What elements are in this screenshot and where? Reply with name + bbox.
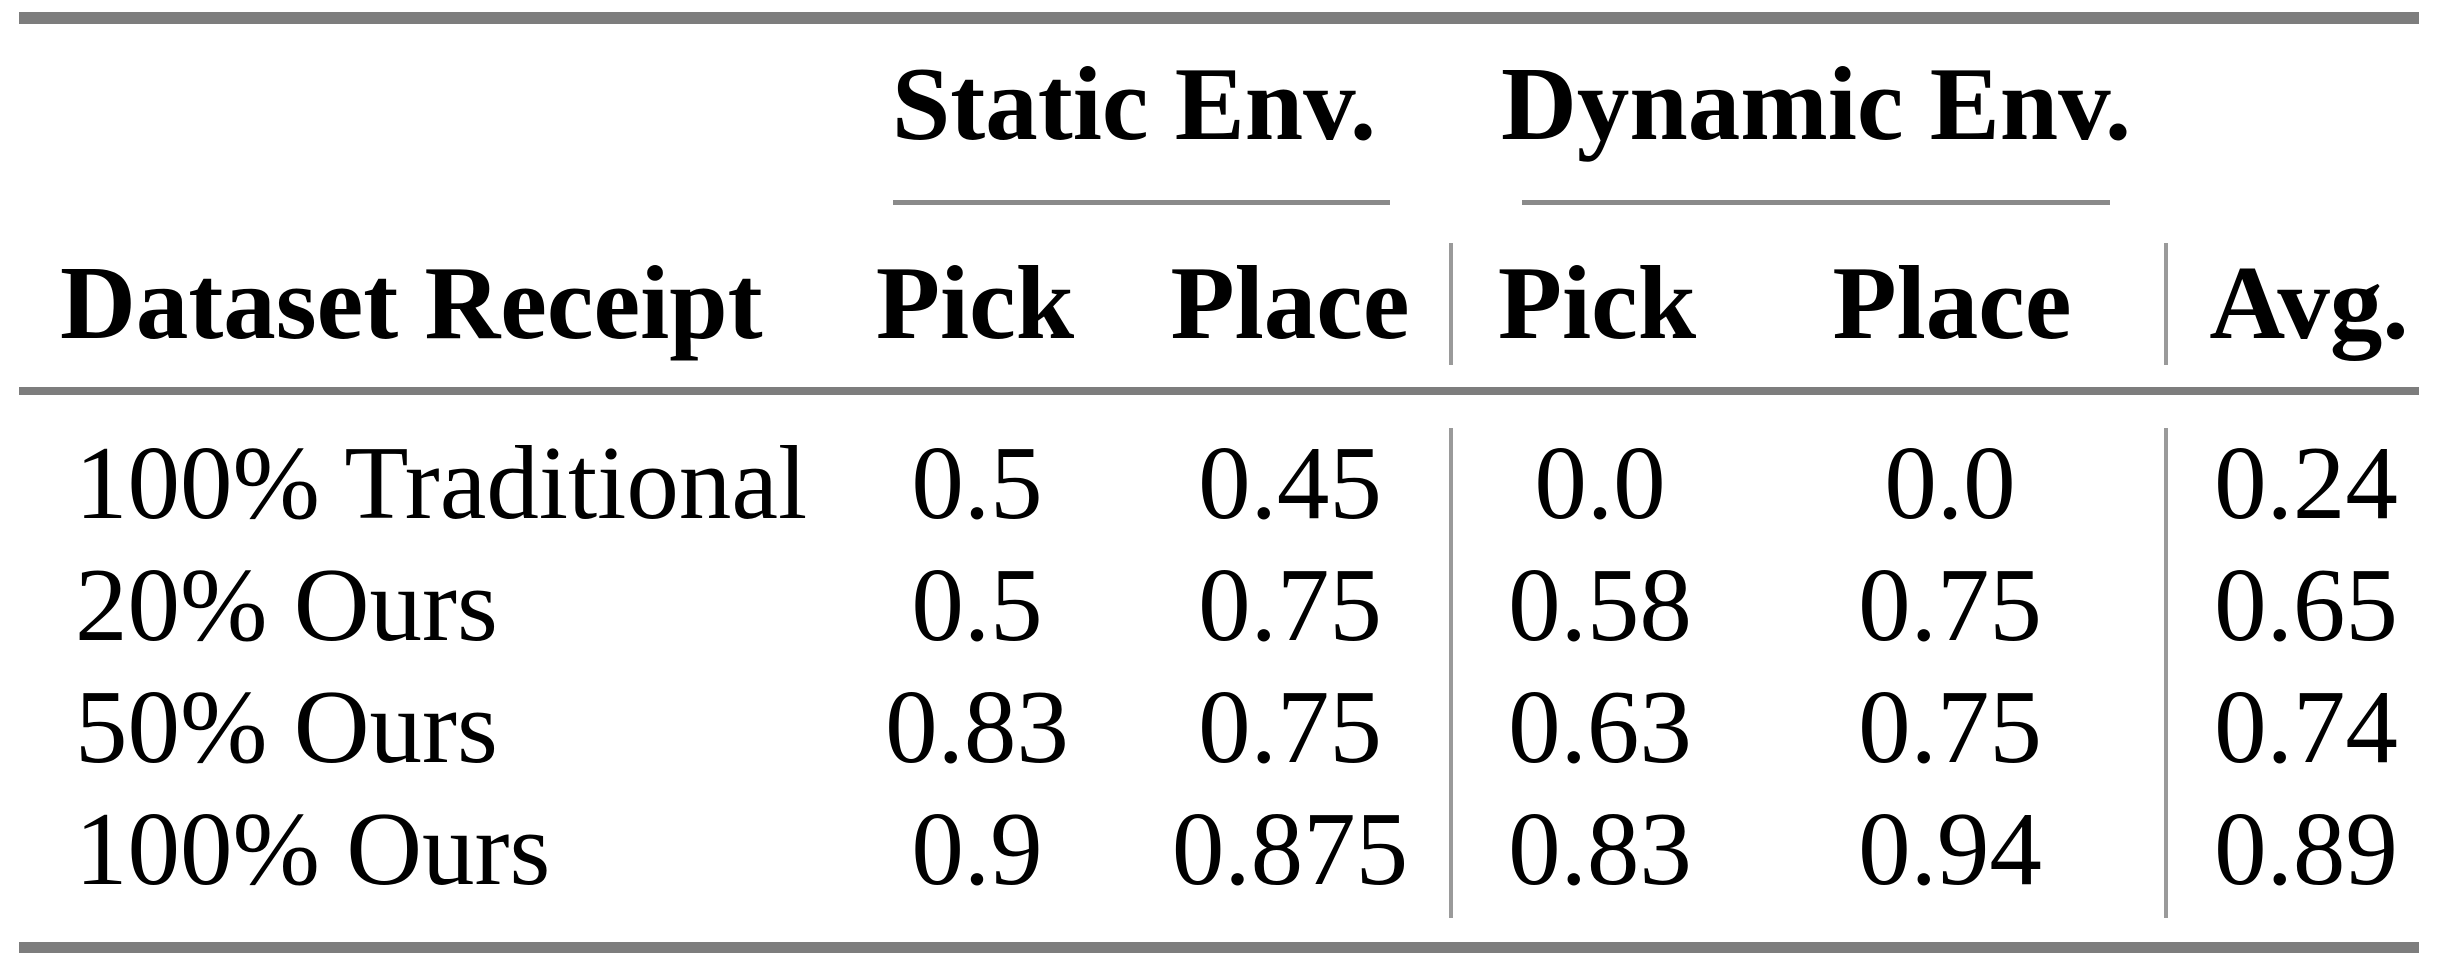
body-separator-avg: [2164, 428, 2168, 918]
header-bottom-rule: [19, 387, 2419, 395]
column-header-static-pick: Pick: [875, 244, 1075, 361]
cell-dynamic-pick: 0.63: [1508, 668, 1692, 785]
row-label: 20% Ours: [75, 546, 498, 663]
row-label: 100% Traditional: [75, 424, 808, 541]
column-header-dataset-receipt: Dataset Receipt: [60, 244, 763, 361]
column-group-dynamic-env: Dynamic Env.: [1501, 45, 2132, 162]
table-row: 20% Ours 0.5 0.75 0.58 0.75 0.65: [0, 544, 2440, 666]
cell-dynamic-place: 0.75: [1858, 546, 2042, 663]
cell-static-pick: 0.9: [911, 790, 1043, 907]
table-row: 100% Ours 0.9 0.875 0.83 0.94 0.89: [0, 788, 2440, 910]
cell-avg: 0.65: [2214, 546, 2398, 663]
cell-static-place: 0.75: [1198, 546, 1382, 663]
cell-static-pick: 0.5: [911, 424, 1043, 541]
cell-static-place: 0.45: [1198, 424, 1382, 541]
table-top-rule: [19, 12, 2419, 24]
cell-dynamic-pick: 0.83: [1508, 790, 1692, 907]
row-label: 100% Ours: [75, 790, 551, 907]
cell-dynamic-place: 0.75: [1858, 668, 2042, 785]
column-header-avg: Avg.: [2209, 244, 2409, 361]
cell-static-place: 0.75: [1198, 668, 1382, 785]
table-bottom-rule: [19, 942, 2419, 953]
header-separator-static-dynamic: [1449, 243, 1453, 365]
cell-static-pick: 0.83: [885, 668, 1069, 785]
cell-avg: 0.24: [2214, 424, 2398, 541]
cell-dynamic-place: 0.94: [1858, 790, 2042, 907]
static-env-underline: [893, 200, 1390, 205]
cell-static-pick: 0.5: [911, 546, 1043, 663]
column-header-static-place: Place: [1170, 244, 1410, 361]
header-separator-avg: [2164, 243, 2168, 365]
cell-dynamic-pick: 0.58: [1508, 546, 1692, 663]
row-label: 50% Ours: [75, 668, 498, 785]
dynamic-env-underline: [1522, 200, 2110, 205]
cell-dynamic-place: 0.0: [1884, 424, 2016, 541]
cell-avg: 0.89: [2214, 790, 2398, 907]
table-row: 100% Traditional 0.5 0.45 0.0 0.0 0.24: [0, 422, 2440, 544]
body-separator-static-dynamic: [1449, 428, 1453, 918]
cell-avg: 0.74: [2214, 668, 2398, 785]
table-row: 50% Ours 0.83 0.75 0.63 0.75 0.74: [0, 666, 2440, 788]
column-group-static-env: Static Env.: [891, 45, 1377, 162]
cell-static-place: 0.875: [1171, 790, 1409, 907]
column-header-dynamic-pick: Pick: [1497, 244, 1697, 361]
cell-dynamic-pick: 0.0: [1534, 424, 1666, 541]
column-header-dynamic-place: Place: [1832, 244, 2072, 361]
